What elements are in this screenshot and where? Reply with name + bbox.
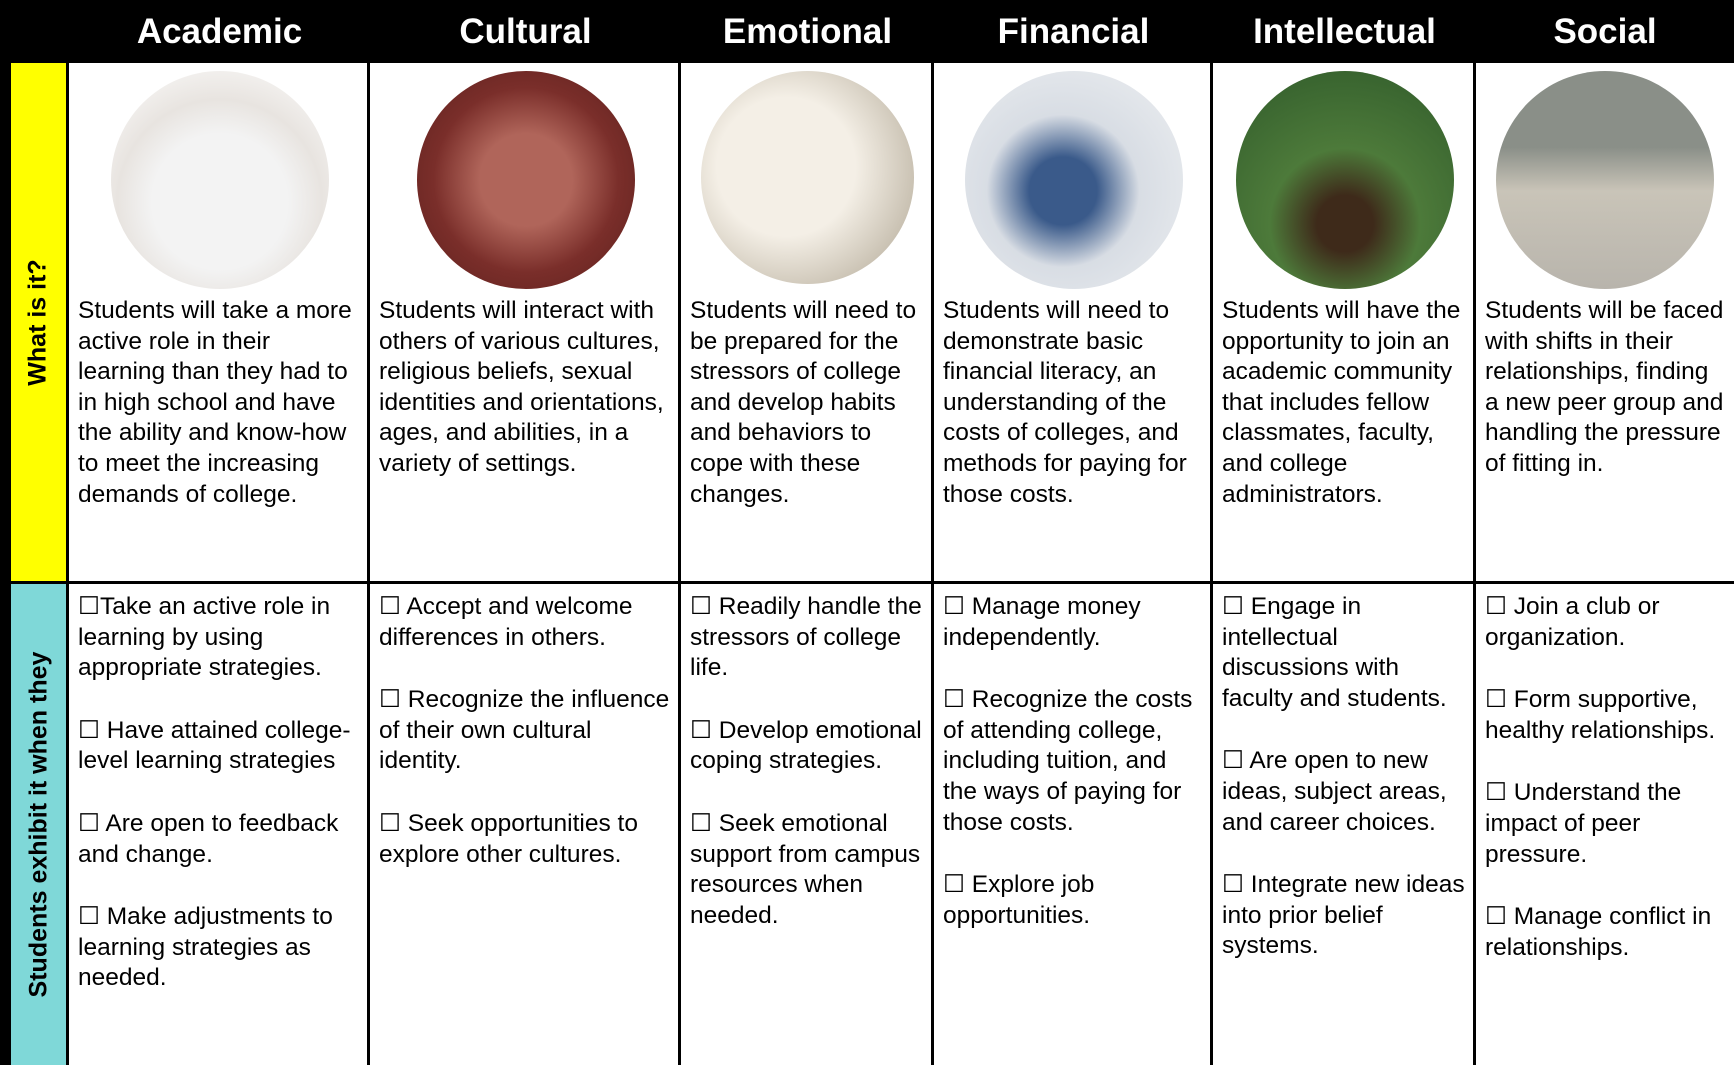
image — [964, 71, 1183, 289]
description: Students will need to demonstrate basic … — [943, 297, 1187, 508]
checklist: ☐ Join a club or organization. ☐ Form sup… — [1476, 592, 1734, 995]
checklist-item: ☐ Are open to new ideas, subject areas, … — [1222, 747, 1447, 836]
checklist-item: ☐ Engage in intellectual discussions wit… — [1222, 593, 1447, 712]
description-cell: Students will interact with others of va… — [370, 63, 681, 584]
row-label-cell: Students exhibit it when they — [11, 584, 69, 1065]
checklist-item: ☐ Have attained college-level learning s… — [78, 716, 351, 775]
checklist-item: ☐ Understand the impact of peer pressure… — [1485, 779, 1682, 868]
description-cell: Students will need to be prepared for th… — [681, 63, 934, 584]
description: Students will take a more active role in… — [78, 297, 352, 508]
description: Students will need to be prepared for th… — [690, 297, 917, 508]
description: Students will be faced with shifts in th… — [1485, 297, 1724, 477]
checklist-cell: ☐ Accept and welcome differences in othe… — [370, 584, 681, 1065]
checklist-item: ☐ Recognize the costs of attending colle… — [943, 686, 1193, 836]
checklist-item: ☐ Form supportive, healthy relationships… — [1485, 686, 1716, 744]
checklist-item: ☐ Manage money independently. — [943, 593, 1141, 651]
column-header: Intellectual — [1213, 0, 1476, 63]
column-header: Cultural — [370, 0, 681, 63]
description: Students will interact with others of va… — [379, 297, 664, 477]
image — [110, 71, 329, 289]
checklist-item: ☐ Join a club or organization. — [1485, 593, 1660, 651]
left-edge — [0, 0, 11, 1065]
image — [1496, 71, 1714, 289]
checklist: ☐ Engage in intellectual discussions wit… — [1213, 592, 1476, 994]
checklist-item: ☐ Manage conflict in relationships. — [1485, 903, 1712, 961]
checklist: ☐ Readily handle the stressors of colleg… — [681, 592, 934, 963]
checklist-cell: ☐ Join a club or organization. ☐ Form sup… — [1476, 584, 1734, 1065]
row-label-cell: What is it? — [11, 63, 69, 584]
checklist-cell: ☐Take an active role in learning by usin… — [69, 584, 370, 1065]
checklist-cell: ☐ Engage in intellectual discussions wit… — [1213, 584, 1476, 1065]
checklist-item: ☐ Seek emotional support from campus res… — [690, 809, 921, 929]
checklist: ☐Take an active role in learning by usin… — [69, 592, 370, 1026]
column-header: Financial — [934, 0, 1213, 63]
checklist-item: ☐ Seek opportunities to explore other cu… — [379, 809, 638, 868]
column-header: Academic — [69, 0, 370, 63]
checklist: ☐ Manage money independently. ☐ Recognize… — [934, 592, 1213, 963]
checklist-item: ☐ Readily handle the stressors of colleg… — [690, 593, 922, 682]
checklist-item: ☐ Make adjustments to learning strategie… — [78, 903, 333, 992]
image — [1235, 71, 1454, 289]
description-cell: Students will take a more active role in… — [69, 63, 370, 584]
row-label: What is it? — [24, 258, 53, 386]
checklist-item: ☐Take an active role in learning by usin… — [78, 593, 331, 682]
checklist: ☐ Accept and welcome differences in othe… — [370, 592, 681, 902]
checklist-item: ☐ Are open to feedback and change. — [78, 809, 339, 868]
checklist-item: ☐ Integrate new ideas into prior belief … — [1222, 871, 1465, 960]
checklist-item: ☐ Recognize the influence of their own c… — [379, 686, 670, 775]
column-header: Emotional — [681, 0, 934, 63]
checklist-item: ☐ Develop emotional coping strategies. — [690, 716, 922, 775]
description-cell: Students will have the opportunity to jo… — [1213, 63, 1476, 584]
checklist-item: ☐ Accept and welcome differences in othe… — [379, 593, 633, 651]
checklist-item: ☐ Explore job opportunities. — [943, 871, 1095, 929]
image — [701, 71, 914, 284]
checklist-cell: ☐ Readily handle the stressors of colleg… — [681, 584, 934, 1065]
description-cell: Students will need to demonstrate basic … — [934, 63, 1213, 584]
image — [416, 71, 635, 289]
description: Students will have the opportunity to jo… — [1222, 297, 1461, 508]
column-header: Social — [1476, 0, 1734, 63]
checklist-cell: ☐ Manage money independently. ☐ Recognize… — [934, 584, 1213, 1065]
description-cell: Students will be faced with shifts in th… — [1476, 63, 1734, 584]
row-label: Students exhibit it when they — [24, 651, 52, 998]
corner — [11, 0, 69, 63]
